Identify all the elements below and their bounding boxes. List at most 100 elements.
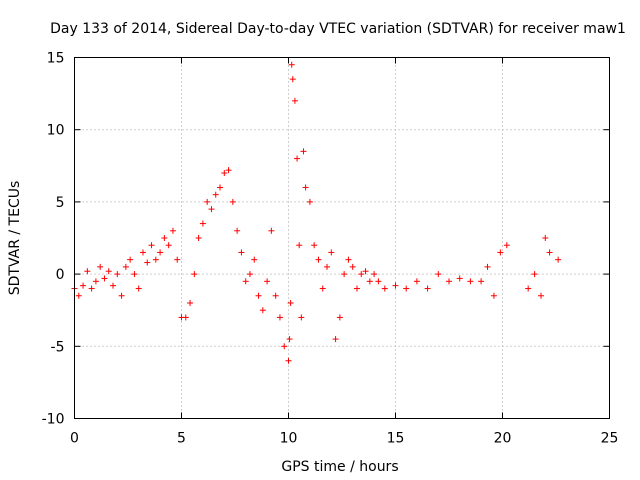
- data-point: [97, 263, 104, 270]
- x-tick-label: 10: [280, 431, 298, 447]
- data-point: [366, 278, 373, 285]
- data-point: [234, 227, 241, 234]
- axis-ticks: 0 5 10 15 20 25 -10 -5 0 5 10 15: [42, 51, 619, 447]
- data-point: [285, 357, 292, 364]
- data-point: [478, 278, 485, 285]
- data-point: [358, 271, 365, 278]
- data-point: [302, 184, 309, 191]
- data-point: [212, 191, 219, 198]
- data-point: [122, 263, 129, 270]
- chart-title: Day 133 of 2014, Sidereal Day-to-day VTE…: [50, 21, 626, 37]
- data-point: [287, 299, 294, 306]
- data-point: [114, 271, 121, 278]
- data-point: [328, 249, 335, 256]
- data-point: [105, 268, 112, 275]
- data-point: [139, 249, 146, 256]
- data-point: [221, 170, 228, 177]
- data-point: [199, 220, 206, 227]
- data-point: [268, 227, 275, 234]
- data-point: [332, 336, 339, 343]
- data-point: [288, 61, 295, 68]
- data-point: [225, 167, 232, 174]
- x-tick-label: 0: [70, 431, 79, 447]
- plot-frame: [74, 57, 610, 419]
- data-point: [336, 314, 343, 321]
- data-point: [300, 148, 307, 155]
- data-point: [353, 285, 360, 292]
- data-point: [403, 285, 410, 292]
- y-tick-label: -5: [51, 339, 65, 355]
- data-point: [546, 249, 553, 256]
- data-point: [319, 285, 326, 292]
- data-point: [92, 278, 99, 285]
- data-point: [375, 278, 382, 285]
- data-point: [381, 285, 388, 292]
- data-point: [413, 278, 420, 285]
- data-point: [371, 271, 378, 278]
- data-points: [71, 61, 562, 364]
- data-point: [259, 307, 266, 314]
- data-point: [446, 278, 452, 285]
- data-point: [392, 282, 399, 289]
- data-point: [191, 271, 198, 278]
- data-point: [264, 278, 271, 285]
- data-point: [251, 256, 258, 263]
- data-point: [272, 292, 279, 299]
- data-point: [555, 256, 562, 263]
- data-point: [118, 292, 125, 299]
- x-tick-label: 15: [387, 431, 405, 447]
- x-tick-label: 25: [601, 431, 619, 447]
- data-point: [467, 278, 474, 285]
- data-point: [101, 275, 108, 282]
- data-point: [435, 271, 442, 278]
- y-tick-label: 10: [47, 123, 65, 139]
- data-point: [324, 263, 331, 270]
- data-point: [148, 242, 155, 249]
- data-point: [208, 206, 215, 213]
- data-point: [349, 263, 356, 270]
- data-point: [182, 314, 189, 321]
- y-tick-label: 0: [56, 267, 65, 283]
- data-point: [315, 256, 322, 263]
- data-point: [484, 263, 491, 270]
- data-point: [281, 343, 288, 350]
- data-point: [296, 242, 303, 249]
- data-point: [291, 97, 298, 104]
- data-point: [127, 256, 134, 263]
- data-point: [538, 292, 545, 299]
- data-point: [298, 314, 305, 321]
- data-point: [144, 259, 151, 266]
- y-tick-label: 15: [47, 51, 65, 67]
- data-point: [229, 198, 236, 205]
- data-point: [110, 282, 117, 289]
- data-point: [204, 198, 211, 205]
- data-point: [255, 292, 262, 299]
- y-tick-label: -10: [42, 412, 65, 428]
- data-point: [195, 235, 202, 241]
- data-point: [490, 292, 497, 299]
- data-point: [456, 275, 463, 282]
- x-tick-label: 5: [177, 431, 186, 447]
- data-point: [174, 256, 181, 263]
- data-point: [135, 285, 142, 292]
- data-point: [289, 76, 296, 83]
- data-point: [542, 235, 549, 241]
- data-point: [306, 198, 313, 205]
- data-point: [294, 155, 301, 162]
- data-point: [75, 292, 82, 299]
- data-point: [242, 278, 249, 285]
- data-point: [217, 184, 224, 191]
- data-point: [80, 282, 87, 289]
- data-point: [286, 336, 293, 343]
- data-point: [152, 256, 159, 263]
- data-point: [165, 242, 172, 249]
- data-point: [497, 249, 504, 256]
- x-axis-label: GPS time / hours: [281, 459, 398, 475]
- data-point: [84, 268, 91, 275]
- data-point: [341, 271, 348, 278]
- data-point: [131, 271, 138, 278]
- data-point: [246, 271, 253, 278]
- data-point: [345, 256, 352, 263]
- data-point: [503, 242, 510, 249]
